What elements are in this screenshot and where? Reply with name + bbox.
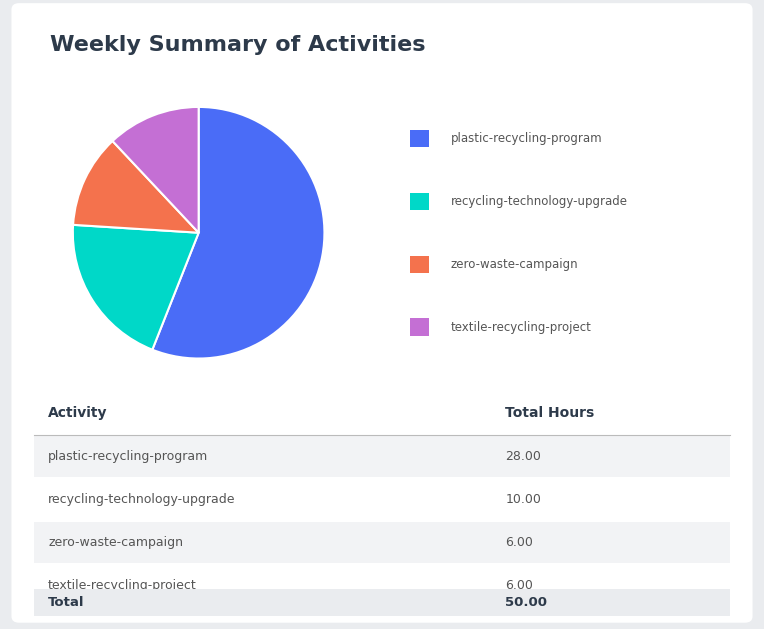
Bar xyxy=(410,192,429,210)
Text: recycling-technology-upgrade: recycling-technology-upgrade xyxy=(48,493,235,506)
Text: Weekly Summary of Activities: Weekly Summary of Activities xyxy=(50,35,425,55)
Wedge shape xyxy=(73,225,199,350)
Bar xyxy=(34,596,730,619)
Text: plastic-recycling-program: plastic-recycling-program xyxy=(451,132,602,145)
Bar xyxy=(34,589,730,616)
Text: 6.00: 6.00 xyxy=(506,537,533,549)
Bar xyxy=(34,437,730,477)
Bar xyxy=(34,565,730,606)
Wedge shape xyxy=(112,107,199,233)
Text: zero-waste-campaign: zero-waste-campaign xyxy=(451,258,578,270)
Bar xyxy=(410,130,429,147)
Bar xyxy=(34,523,730,563)
Text: 50.00: 50.00 xyxy=(506,596,547,610)
Text: 28.00: 28.00 xyxy=(506,450,541,464)
Text: Activity: Activity xyxy=(48,406,108,420)
Text: plastic-recycling-program: plastic-recycling-program xyxy=(48,450,209,464)
Text: Total: Total xyxy=(48,596,85,610)
Bar xyxy=(410,255,429,273)
Wedge shape xyxy=(152,107,325,359)
Wedge shape xyxy=(73,141,199,233)
Text: zero-waste-campaign: zero-waste-campaign xyxy=(48,537,183,549)
Text: textile-recycling-project: textile-recycling-project xyxy=(451,321,591,333)
Text: Total Hours: Total Hours xyxy=(506,406,594,420)
Text: textile-recycling-project: textile-recycling-project xyxy=(48,579,197,593)
Text: 6.00: 6.00 xyxy=(506,579,533,593)
Bar xyxy=(410,318,429,336)
Bar xyxy=(34,479,730,520)
Text: recycling-technology-upgrade: recycling-technology-upgrade xyxy=(451,195,627,208)
Text: 10.00: 10.00 xyxy=(506,493,541,506)
